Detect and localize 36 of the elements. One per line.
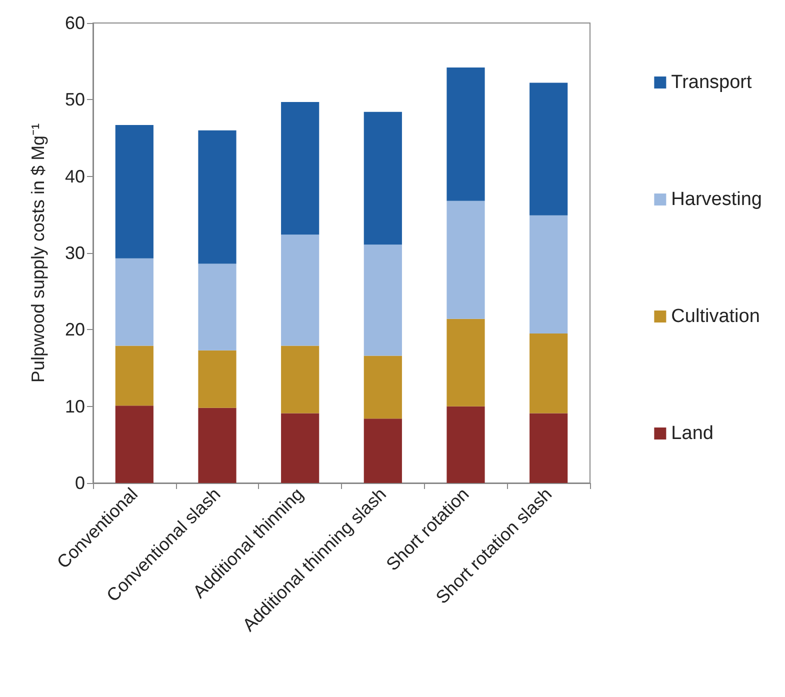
bar: [198, 408, 236, 483]
y-tick-label: 20: [64, 320, 85, 340]
bar: [281, 234, 320, 346]
y-tick-label: 50: [64, 90, 85, 110]
bar: [530, 82, 568, 216]
bar: [446, 318, 485, 406]
bar: [446, 67, 485, 201]
bar: [281, 346, 320, 414]
bar: [364, 356, 402, 419]
bar: [281, 102, 320, 235]
bar: [115, 124, 154, 258]
legend-label: Harvesting: [671, 189, 762, 210]
bar: [198, 350, 236, 408]
bar: [446, 406, 485, 483]
bar: [115, 406, 154, 483]
bar: [530, 334, 568, 414]
y-tick-label: 10: [64, 396, 85, 416]
bar: [530, 413, 568, 483]
bar: [115, 258, 154, 346]
bar: [446, 200, 485, 319]
y-tick-label: 40: [64, 166, 85, 186]
y-tick-label: 60: [64, 13, 85, 33]
bar: [198, 130, 236, 264]
bar: [281, 413, 320, 483]
bar: [364, 418, 402, 483]
bar: [364, 112, 402, 245]
legend-label: Land: [671, 423, 714, 444]
y-tick-label: 30: [64, 243, 85, 263]
y-tick-label: 0: [74, 473, 85, 493]
bar: [198, 264, 236, 350]
bar: [115, 346, 154, 406]
legend-label: Cultivation: [671, 306, 760, 327]
y-axis-title: Pulpwood supply costs in $ Mg⁻¹: [28, 123, 48, 383]
legend-label: Transport: [671, 72, 753, 93]
bar: [530, 215, 568, 334]
bar: [364, 244, 402, 356]
